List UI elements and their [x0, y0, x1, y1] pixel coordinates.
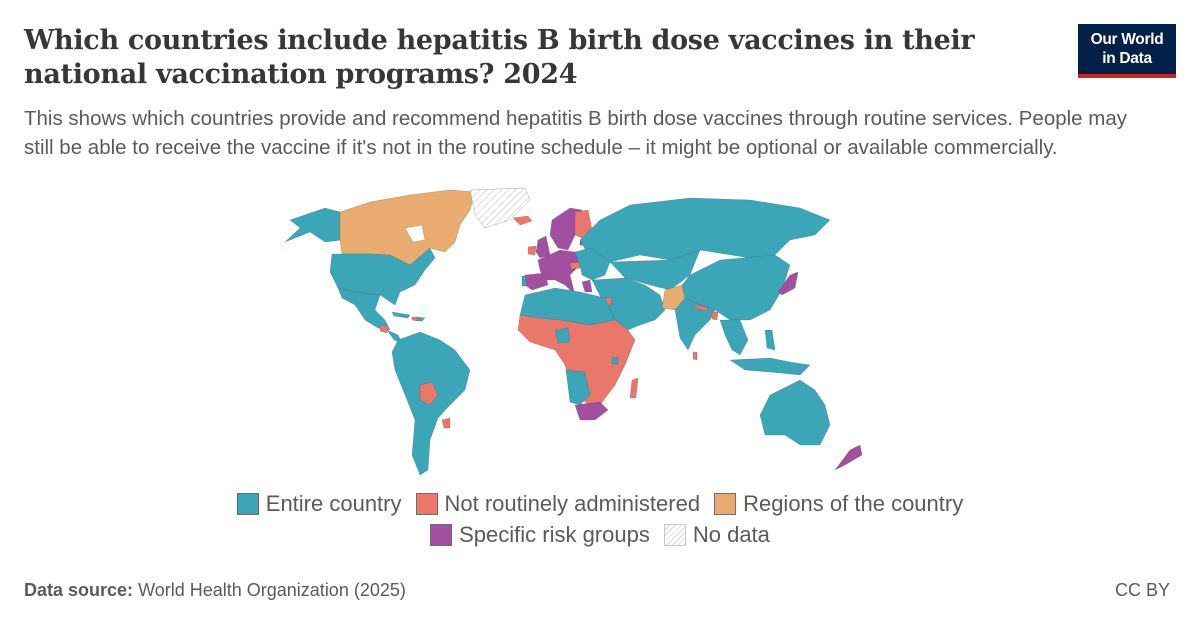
license-link[interactable]: CC BY	[1114, 580, 1170, 600]
chart-subtitle: This shows which countries provide and r…	[24, 107, 1127, 159]
region-central-asia[interactable]	[609, 249, 701, 291]
region-spain[interactable]	[524, 272, 549, 291]
legend-label: Entire country	[265, 490, 402, 516]
region-cuba[interactable]	[391, 311, 411, 319]
legend-label: Regions of the country	[743, 490, 964, 516]
region-iceland[interactable]	[512, 215, 533, 226]
legend-item-entire-country[interactable]: Entire country	[236, 490, 402, 517]
region-sri-lanka[interactable]	[692, 351, 698, 361]
region-uruguay[interactable]	[441, 417, 451, 429]
world-map[interactable]	[270, 180, 910, 480]
legend-item-regions[interactable]: Regions of the country	[714, 491, 963, 517]
region-philippines[interactable]	[764, 329, 776, 351]
region-nigeria[interactable]	[554, 327, 571, 344]
legend-label: Specific risk groups	[459, 521, 650, 547]
region-nepal[interactable]	[693, 303, 709, 312]
swatch-risk-groups	[430, 523, 453, 546]
region-east-europe[interactable]	[574, 247, 611, 281]
data-source: Data source: World Health Organization (…	[24, 580, 406, 601]
region-greenland[interactable]	[469, 187, 531, 229]
region-china-mongolia[interactable]	[681, 254, 791, 321]
region-hudson-bay	[404, 224, 426, 243]
region-portugal[interactable]	[521, 275, 527, 287]
region-bangladesh[interactable]	[711, 311, 719, 321]
region-russia[interactable]	[579, 197, 831, 263]
chart-title: Which countries include hepatitis B birt…	[24, 25, 975, 90]
legend-row-1: Entire country Not routinely administere…	[0, 488, 1200, 519]
region-mexico[interactable]	[337, 287, 391, 331]
swatch-regions	[714, 492, 737, 515]
legend-item-not-routinely[interactable]: Not routinely administered	[415, 490, 701, 517]
region-japan[interactable]	[777, 271, 799, 296]
region-guatemala[interactable]	[379, 324, 389, 334]
swatch-entire-country	[236, 492, 259, 515]
legend-item-risk-groups[interactable]: Specific risk groups	[430, 522, 650, 548]
region-angola-namibia[interactable]	[565, 369, 591, 406]
legend-label: No data	[692, 521, 770, 547]
swatch-not-routinely	[415, 492, 438, 515]
region-ireland[interactable]	[527, 245, 537, 256]
legend-row-2: Specific risk groups No data	[0, 519, 1200, 550]
legend: Entire country Not routinely administere…	[0, 488, 1200, 550]
owid-logo[interactable]: Our World in Data	[1078, 24, 1176, 78]
region-dominican-rep[interactable]	[416, 316, 426, 322]
region-australia[interactable]	[759, 379, 831, 446]
legend-item-no-data[interactable]: No data	[663, 521, 770, 548]
region-greece[interactable]	[581, 279, 593, 293]
logo-line-2: in Data	[1102, 50, 1152, 67]
region-sub-saharan[interactable]	[517, 314, 636, 406]
legend-label: Not routinely administered	[444, 490, 701, 516]
region-alaska[interactable]	[284, 207, 343, 243]
logo-line-1: Our World	[1090, 31, 1164, 48]
region-madagascar[interactable]	[629, 377, 639, 399]
region-new-zealand[interactable]	[834, 444, 863, 471]
region-uk[interactable]	[535, 235, 551, 259]
region-indonesia[interactable]	[729, 357, 811, 376]
data-source-label: Data source:	[24, 580, 134, 600]
region-se-asia[interactable]	[719, 319, 749, 356]
region-uganda[interactable]	[611, 356, 619, 365]
region-norway-sweden[interactable]	[549, 207, 583, 251]
region-south-africa[interactable]	[574, 401, 609, 421]
region-bolivia[interactable]	[419, 381, 439, 406]
swatch-no-data	[663, 523, 686, 546]
data-source-link[interactable]: World Health Organization (2025)	[138, 580, 406, 600]
